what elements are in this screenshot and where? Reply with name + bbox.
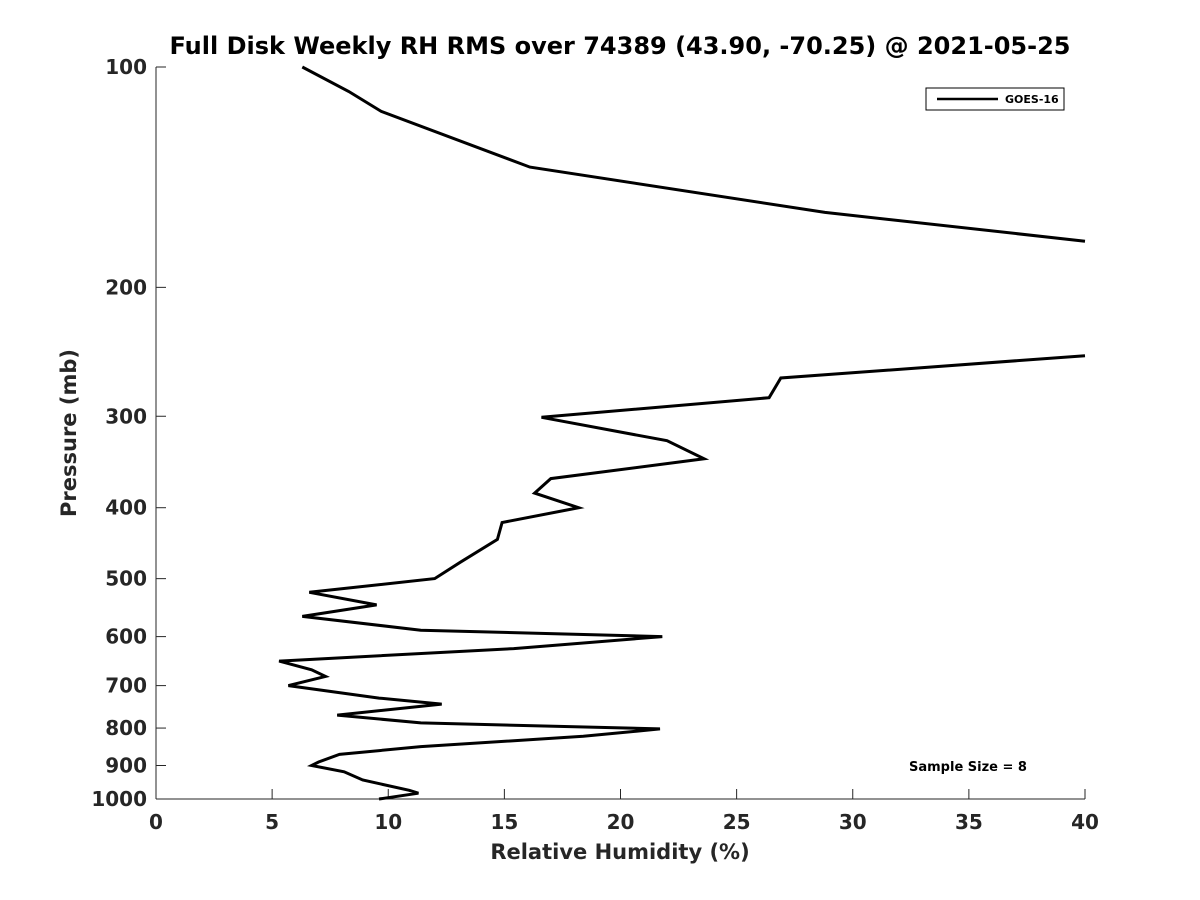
y-tick-label: 100 [105,55,147,79]
y-axis-label: Pressure (mb) [57,349,81,517]
x-axis-ticks: 0 5 10 15 20 25 30 35 40 [149,789,1099,834]
x-tick-label: 0 [149,810,163,834]
sample-size-annotation: Sample Size = 8 [909,760,1027,775]
x-axis-label: Relative Humidity (%) [490,840,749,864]
y-tick-label: 1000 [91,787,147,811]
series-layer [278,65,1086,801]
y-tick-label: 800 [105,716,147,740]
x-tick-label: 35 [955,810,983,834]
y-tick-label: 900 [105,754,147,778]
x-tick-label: 5 [265,810,279,834]
y-tick-label: 300 [105,404,147,428]
y-tick-label: 400 [105,496,147,520]
x-tick-label: 10 [374,810,402,834]
series-line-goes-16-segment-1 [301,65,1086,243]
x-tick-label: 30 [839,810,867,834]
y-tick-label: 500 [105,567,147,591]
plot-area: 0 5 10 15 20 25 30 35 40 100 200 300 400 500 600 700 80… [91,55,1099,834]
y-tick-label: 200 [105,275,147,299]
y-tick-label: 700 [105,674,147,698]
y-tick-label: 600 [105,625,147,649]
y-axis-ticks: 100 200 300 400 500 600 700 800 900 1000 [91,55,166,811]
chart-title: Full Disk Weekly RH RMS over 74389 (43.9… [169,32,1070,60]
x-tick-label: 25 [723,810,751,834]
series-line-goes-16-segment-2 [278,354,1086,801]
x-tick-label: 40 [1071,810,1099,834]
legend-label-goes-16: GOES-16 [1005,93,1059,106]
x-tick-label: 20 [607,810,635,834]
legend: GOES-16 [925,87,1065,111]
x-tick-label: 15 [490,810,518,834]
